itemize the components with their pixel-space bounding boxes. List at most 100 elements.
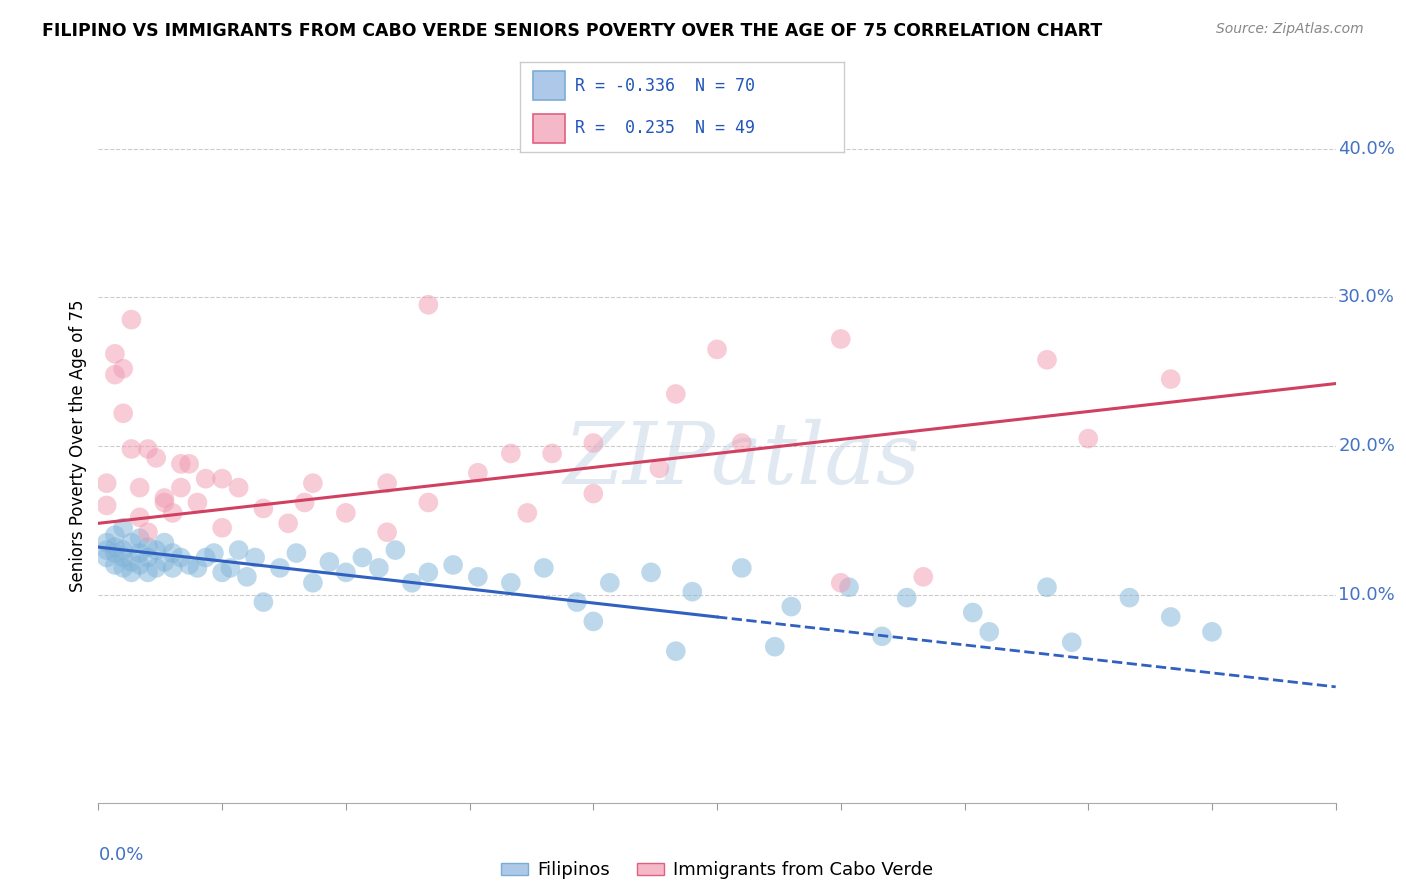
Point <box>120 566 142 580</box>
Text: 40.0%: 40.0% <box>1339 140 1395 158</box>
Point <box>219 561 242 575</box>
Point <box>162 561 184 575</box>
Point <box>830 332 852 346</box>
Point <box>236 570 259 584</box>
Point <box>1160 610 1182 624</box>
Point <box>128 558 150 572</box>
Bar <box>533 114 565 143</box>
Point <box>830 575 852 590</box>
Point <box>112 543 135 558</box>
Point <box>112 550 135 565</box>
Point <box>1036 352 1059 367</box>
Point <box>153 491 176 505</box>
Point <box>648 461 671 475</box>
Point <box>640 566 662 580</box>
Legend: Filipinos, Immigrants from Cabo Verde: Filipinos, Immigrants from Cabo Verde <box>494 855 941 887</box>
Point <box>375 476 398 491</box>
Text: 30.0%: 30.0% <box>1339 288 1395 306</box>
Point <box>120 442 142 456</box>
Point <box>367 561 389 575</box>
Point <box>294 495 316 509</box>
Point <box>145 543 167 558</box>
Point <box>128 546 150 560</box>
Point <box>104 558 127 572</box>
Point <box>128 531 150 545</box>
Point <box>335 566 357 580</box>
Point <box>112 521 135 535</box>
Text: Source: ZipAtlas.com: Source: ZipAtlas.com <box>1216 22 1364 37</box>
Point <box>665 387 688 401</box>
Text: R =  0.235  N = 49: R = 0.235 N = 49 <box>575 120 755 137</box>
Point <box>499 446 522 460</box>
Point <box>211 521 233 535</box>
Point <box>96 543 118 558</box>
Point <box>153 555 176 569</box>
Point <box>384 543 406 558</box>
Point <box>104 546 127 560</box>
Point <box>838 580 860 594</box>
Point <box>418 495 440 509</box>
Point <box>962 606 984 620</box>
Point <box>1201 624 1223 639</box>
Point <box>870 629 893 643</box>
Point <box>96 535 118 549</box>
Point <box>179 558 201 572</box>
Point <box>153 495 176 509</box>
Point <box>418 566 440 580</box>
Point <box>706 343 728 357</box>
Point <box>211 472 233 486</box>
Point <box>170 481 193 495</box>
Point <box>1077 432 1099 446</box>
Point <box>136 525 159 540</box>
Point <box>104 528 127 542</box>
Text: 10.0%: 10.0% <box>1339 586 1395 604</box>
Point <box>1160 372 1182 386</box>
Point <box>252 501 274 516</box>
Point <box>145 450 167 465</box>
Point <box>96 499 118 513</box>
Text: 0.0%: 0.0% <box>98 846 143 863</box>
Point <box>136 540 159 554</box>
Point <box>170 550 193 565</box>
Point <box>467 570 489 584</box>
Point <box>582 436 605 450</box>
Point <box>104 347 127 361</box>
Point <box>335 506 357 520</box>
Point <box>228 481 250 495</box>
Point <box>136 550 159 565</box>
Point <box>375 525 398 540</box>
Point <box>202 546 225 560</box>
Point <box>401 575 423 590</box>
Text: 20.0%: 20.0% <box>1339 437 1395 455</box>
Text: R = -0.336  N = 70: R = -0.336 N = 70 <box>575 77 755 95</box>
Point <box>780 599 803 614</box>
Point <box>599 575 621 590</box>
Point <box>1036 580 1059 594</box>
Point <box>186 561 208 575</box>
Point <box>318 555 340 569</box>
Point <box>467 466 489 480</box>
Point <box>665 644 688 658</box>
Point <box>731 436 754 450</box>
Point <box>302 575 325 590</box>
Point <box>352 550 374 565</box>
Point <box>979 624 1001 639</box>
Point <box>277 516 299 531</box>
Point <box>120 312 142 326</box>
Point <box>681 584 703 599</box>
Point <box>145 561 167 575</box>
Point <box>533 561 555 575</box>
Point <box>96 476 118 491</box>
Point <box>179 457 201 471</box>
Point <box>763 640 786 654</box>
Point <box>136 566 159 580</box>
Point <box>136 442 159 456</box>
Point <box>565 595 588 609</box>
Point <box>120 535 142 549</box>
Point <box>582 615 605 629</box>
Point <box>418 298 440 312</box>
Point <box>243 550 266 565</box>
Y-axis label: Seniors Poverty Over the Age of 75: Seniors Poverty Over the Age of 75 <box>69 300 87 592</box>
Point <box>731 561 754 575</box>
Point <box>541 446 564 460</box>
